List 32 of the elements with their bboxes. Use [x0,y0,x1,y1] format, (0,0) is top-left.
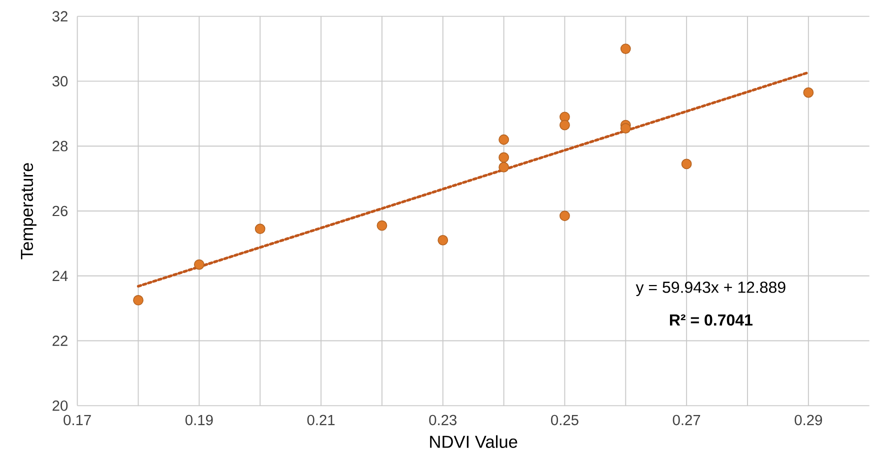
x-tick-label: 0.29 [794,414,822,426]
point [803,87,814,98]
point [194,259,204,270]
point [498,134,509,145]
x-tick-label: 0.25 [551,414,578,426]
point [133,295,144,306]
y-tick-label: 32 [52,11,68,22]
point [620,44,631,54]
point [560,210,570,222]
point [681,158,692,170]
point [560,120,570,130]
y-tick-label: 22 [52,336,68,346]
point [620,123,631,134]
y-tick-label: 28 [52,140,68,152]
x-tick-label: 0.23 [429,414,456,426]
x-tick-label: 0.27 [672,414,700,426]
x-tick-label: 0.21 [307,414,335,426]
x-tick-label: 0.19 [185,414,213,426]
y-tick-label: 24 [52,270,68,282]
annotation: R² = 0.7041 [670,314,752,326]
annotation: y = 59.943x + 12.889 [636,282,786,296]
x-axis-title: NDVI Value [430,435,518,448]
point [498,152,509,163]
x-tick-label: 0.17 [64,414,91,426]
point [254,224,266,234]
y-tick-label: 20 [52,400,68,411]
point [438,235,448,246]
y-axis-title: Temperature [20,163,36,260]
point [376,220,388,231]
y-tick-label: 26 [52,206,68,216]
y-tick-label: 30 [52,76,68,86]
point [498,162,509,172]
